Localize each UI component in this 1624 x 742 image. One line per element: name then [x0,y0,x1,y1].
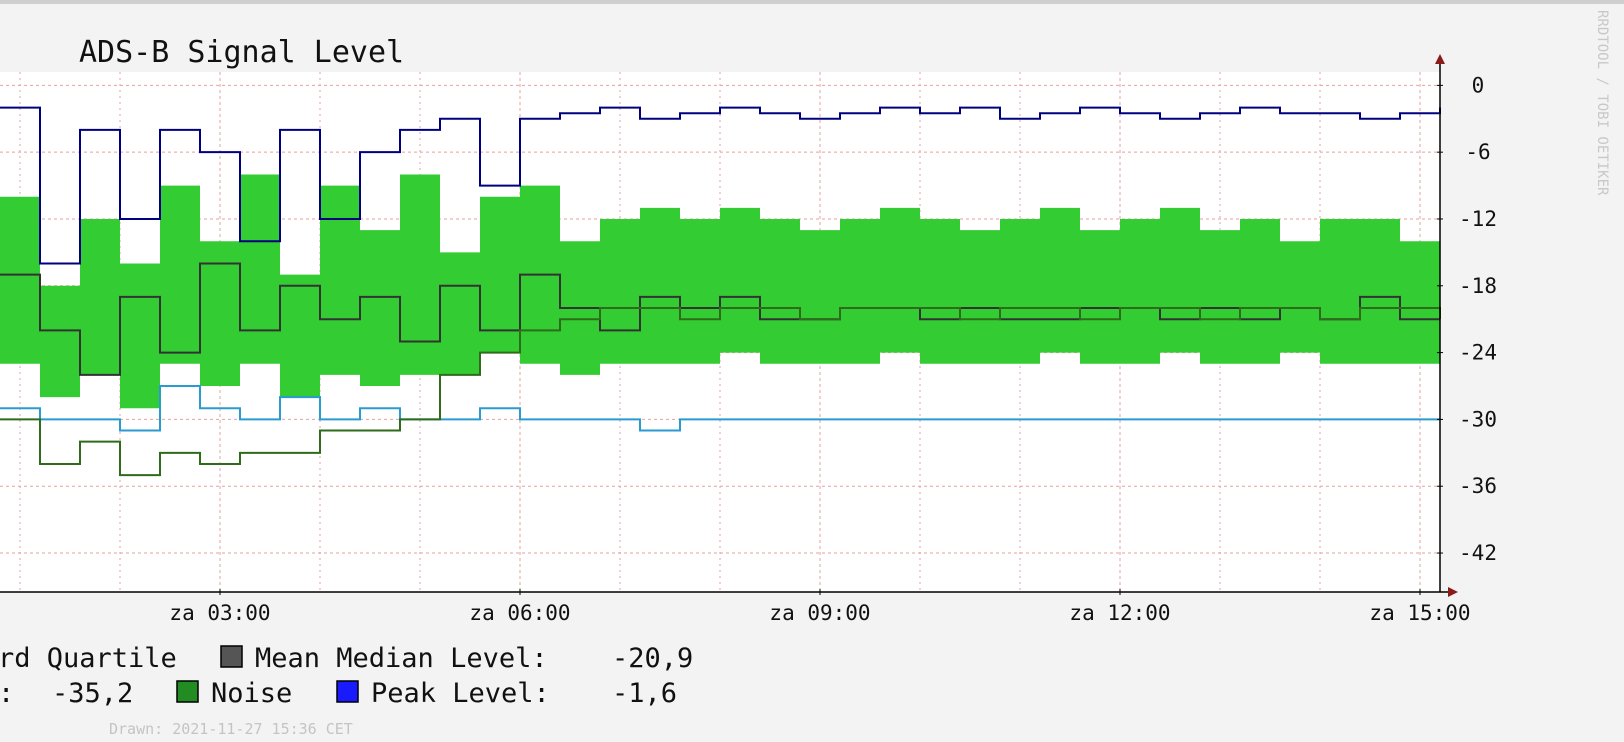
legend-item-label: rd Quartile [0,643,177,674]
y-axis-arrow-icon [1435,54,1445,64]
legend-item-label: Mean Median Level: [255,643,548,674]
y-tick-label: -18 [1459,274,1497,298]
x-tick-label: za 03:00 [169,601,270,625]
legend-item-label: -35,2 [52,678,133,709]
drawn-timestamp: Drawn: 2021-11-27 15:36 CET [109,720,353,738]
noise-level-line [0,385,1440,432]
legend: rd Quartile Mean Median Level: -20,9: -35,2… [0,643,693,709]
legend-item-label: : [0,678,14,709]
peak-level-line [0,106,1441,265]
legend-swatch [336,680,359,703]
x-axis-arrow-icon [1448,587,1458,597]
y-tick-label: -24 [1459,341,1497,365]
y-tick-label: 0 [1472,73,1485,97]
chart-title: ADS-B Signal Level [79,35,404,70]
legend-item-label: Peak Level: [371,678,550,709]
y-tick-label: -30 [1459,407,1497,431]
legend-swatch [220,645,243,668]
watermark: RRDTOOL / TOBI OETIKER [1594,10,1610,196]
y-tick-label: -12 [1459,207,1497,231]
x-tick-label: za 09:00 [769,601,870,625]
legend-item-label: -1,6 [612,678,677,709]
plot-area: 0 -6 -12 -18 -24 -30 -36 -42 za 03:00 za 06:00 za … [0,54,1497,625]
noise-band-area [0,174,1440,409]
legend-swatch [176,680,199,703]
x-tick-label: za 15:00 [1369,601,1470,625]
noise-line [0,307,1441,477]
legend-item-label: -20,9 [612,643,693,674]
top-border [0,0,1624,4]
y-tick-label: -6 [1465,140,1490,164]
x-tick-label: za 06:00 [469,601,570,625]
x-tick-label: za 12:00 [1069,601,1170,625]
y-tick-label: -42 [1459,541,1497,565]
y-tick-label: -36 [1459,474,1497,498]
legend-item-label: Noise [211,678,292,709]
